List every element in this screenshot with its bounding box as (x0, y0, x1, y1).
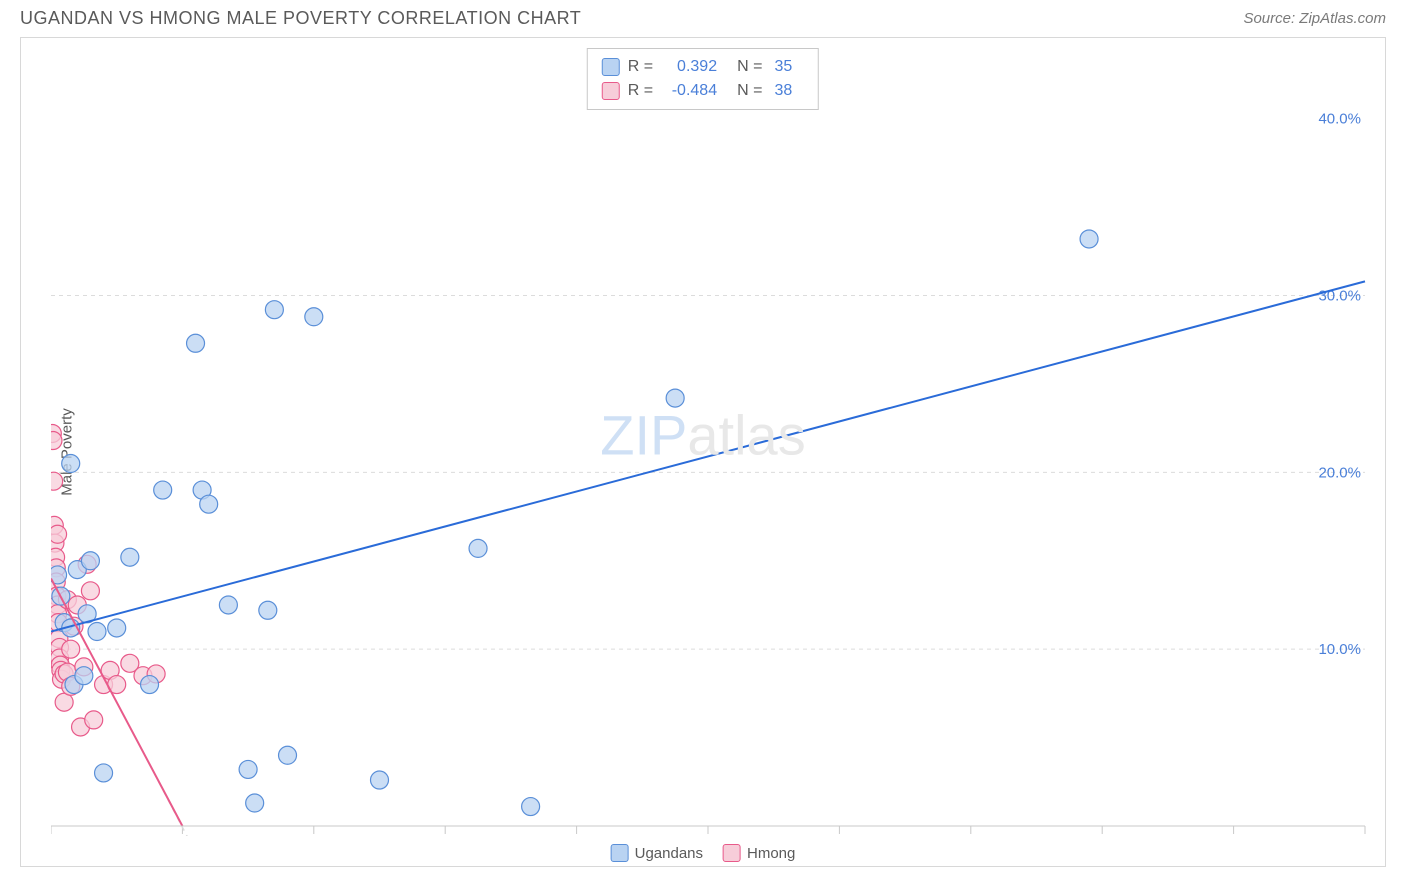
swatch-hmong (723, 844, 741, 862)
svg-text:40.0%: 40.0% (1318, 111, 1361, 128)
legend-label-ugandans: Ugandans (635, 845, 703, 862)
r-label: R = (628, 55, 653, 79)
chart-container: Male Poverty 10.0%20.0%30.0%40.0%0.0%20.… (20, 37, 1386, 867)
correlation-legend: R = 0.392 N = 35 R = -0.484 N = 38 (587, 48, 819, 110)
legend-label-hmong: Hmong (747, 845, 795, 862)
n-value-hmong: 38 (774, 79, 792, 103)
swatch-hmong (602, 82, 620, 100)
r-value-hmong: -0.484 (665, 79, 717, 103)
legend-item-ugandans: Ugandans (611, 844, 703, 862)
r-label: R = (628, 79, 653, 103)
n-label: N = (737, 55, 762, 79)
legend-row-hmong: R = -0.484 N = 38 (602, 79, 804, 103)
svg-text:20.0%: 20.0% (1318, 464, 1361, 481)
chart-title: UGANDAN VS HMONG MALE POVERTY CORRELATIO… (20, 8, 581, 29)
chart-source: Source: ZipAtlas.com (1243, 10, 1386, 27)
scatter-plot: 10.0%20.0%30.0%40.0%0.0%20.0% (51, 48, 1375, 836)
legend-item-hmong: Hmong (723, 844, 795, 862)
n-value-ugandans: 35 (774, 55, 792, 79)
svg-text:10.0%: 10.0% (1318, 641, 1361, 658)
svg-text:30.0%: 30.0% (1318, 288, 1361, 305)
series-legend: Ugandans Hmong (611, 844, 796, 862)
swatch-ugandans (602, 58, 620, 76)
chart-header: UGANDAN VS HMONG MALE POVERTY CORRELATIO… (0, 0, 1406, 33)
legend-row-ugandans: R = 0.392 N = 35 (602, 55, 804, 79)
r-value-ugandans: 0.392 (665, 55, 717, 79)
n-label: N = (737, 79, 762, 103)
swatch-ugandans (611, 844, 629, 862)
